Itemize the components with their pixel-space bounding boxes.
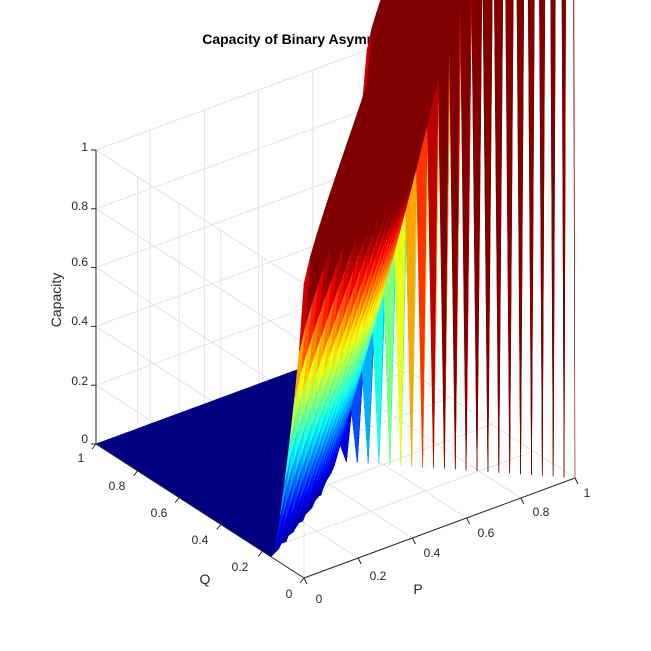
surface-patch [550, 0, 556, 477]
p-tick-mark [357, 557, 362, 565]
surface-patch [471, 0, 481, 472]
q-tick-mark [258, 550, 263, 557]
p-tick-mark [466, 517, 471, 525]
surface-patch [528, 0, 534, 475]
grid-line [95, 149, 305, 285]
p-tick-label: 0 [316, 592, 323, 606]
p-tick-mark [303, 577, 308, 585]
q-axis-line [95, 443, 305, 579]
surface-patch [505, 0, 513, 474]
surface-patch [431, 0, 434, 8]
p-tick-label: 1 [584, 486, 591, 500]
q-tick-mark [174, 497, 180, 503]
surface-patch [459, 0, 471, 471]
capacity-tick-label: 0.2 [71, 374, 88, 388]
q-tick-label: 0.8 [109, 479, 126, 493]
q-axis-label: Q [200, 571, 211, 587]
p-tick-mark [520, 497, 525, 505]
surface [95, 0, 576, 558]
grid-line [95, 49, 368, 151]
p-tick-label: 0.2 [370, 569, 387, 583]
q-tick-mark [299, 577, 305, 584]
p-tick-mark [574, 477, 579, 485]
q-tick-label: 0.2 [232, 560, 249, 574]
capacity-tick-label: 0 [81, 432, 88, 446]
surface-patch [494, 0, 503, 473]
surface-patch [299, 257, 311, 351]
capacity-axis-label: Capacity [48, 273, 64, 327]
grid-line [95, 208, 305, 344]
capacity-tick-label: 0.6 [71, 255, 88, 269]
p-tick-mark [411, 537, 416, 545]
q-tick-mark [216, 524, 222, 530]
p-tick-label: 0.4 [424, 546, 441, 560]
grid-line [95, 108, 368, 210]
surface-patch [516, 0, 524, 475]
p-tick-label: 0.8 [533, 505, 550, 519]
q-tick-label: 0 [286, 587, 293, 601]
surface-patch [539, 0, 545, 476]
surface-patch [482, 0, 492, 472]
grid-line [95, 267, 305, 403]
p-tick-label: 0.6 [478, 526, 495, 540]
capacity-tick-label: 0.8 [71, 199, 88, 213]
q-tick-mark [91, 443, 97, 450]
p-axis-label: P [413, 581, 422, 597]
q-tick-mark [133, 470, 138, 477]
q-tick-label: 0.4 [192, 533, 209, 547]
surface-patch [563, 0, 576, 479]
capacity-tick-label: 0.4 [71, 314, 88, 328]
surface-patch [409, 0, 415, 14]
p-axis-tick-labels: 0 0.2 0.4 0.6 0.8 1 [316, 486, 591, 606]
q-axis-tick-labels: 0 0.2 0.4 0.6 0.8 1 [78, 451, 293, 601]
grid-line [95, 167, 368, 269]
p-axis-line [303, 477, 576, 579]
capacity-tick-label: 1 [81, 140, 88, 154]
surface-patch [561, 0, 566, 478]
capacity-axis-tick-labels: 0 0.2 0.4 0.6 0.8 1 [71, 140, 88, 446]
q-tick-label: 1 [78, 451, 85, 465]
q-tick-label: 0.6 [151, 506, 168, 520]
axes-box [91, 149, 579, 585]
